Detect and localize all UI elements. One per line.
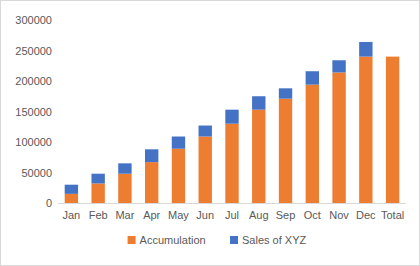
x-tick-label: Nov	[329, 209, 349, 221]
bar-segment	[145, 162, 158, 203]
y-tick-label: 250000	[15, 45, 52, 57]
bar-segment	[199, 137, 212, 203]
y-tick-label: 300000	[15, 14, 52, 26]
y-tick	[56, 111, 58, 112]
legend-swatch	[128, 236, 136, 244]
bar-segment	[306, 85, 319, 203]
bar-segment	[359, 57, 372, 203]
bar-segment	[91, 174, 104, 184]
y-tick	[56, 81, 58, 82]
bar-segment	[332, 72, 345, 203]
x-tick-label: Jan	[63, 209, 81, 221]
y-tick	[56, 203, 58, 204]
y-tick-label: 200000	[15, 75, 52, 87]
x-tick-label: May	[168, 209, 189, 221]
bar-segment	[359, 42, 372, 57]
bar-segment	[225, 110, 238, 124]
bar-segment	[172, 137, 185, 149]
x-tick-label: Jun	[196, 209, 214, 221]
y-tick-label: 100000	[15, 136, 52, 148]
y-tick-label: 50000	[21, 167, 52, 179]
bar-segment	[118, 163, 131, 173]
y-tick	[56, 172, 58, 173]
bar-segment	[225, 124, 238, 203]
legend-swatch	[230, 236, 238, 244]
bar-segment	[252, 110, 265, 203]
x-tick-label: Aug	[249, 209, 269, 221]
chart-frame	[1, 1, 420, 266]
x-tick-label: Jul	[225, 209, 239, 221]
bar-segment	[199, 126, 212, 137]
bar-segment	[279, 88, 292, 98]
bar-segment	[252, 96, 265, 109]
bar-segment	[65, 194, 78, 203]
bar-segment	[65, 185, 78, 194]
bar-segment	[172, 149, 185, 203]
legend-label: Accumulation	[140, 234, 206, 246]
y-tick	[56, 142, 58, 143]
bar-segment	[279, 99, 292, 203]
x-tick-label: Dec	[356, 209, 376, 221]
legend-label: Sales of XYZ	[242, 234, 306, 246]
x-tick-label: Feb	[89, 209, 108, 221]
bar-segment	[332, 60, 345, 72]
chart: 0 50000 100000 150000 200000 250000 300000 Jan F…	[0, 0, 420, 266]
bar-segment	[306, 71, 319, 84]
y-tick-label: 150000	[15, 106, 52, 118]
x-tick-label: Oct	[304, 209, 321, 221]
y-tick	[56, 50, 58, 51]
bar-segment	[145, 149, 158, 162]
bar-segment	[386, 57, 399, 203]
bar-segment	[91, 183, 104, 203]
x-tick-label: Mar	[115, 209, 134, 221]
x-tick-label: Total	[381, 209, 404, 221]
y-tick	[56, 20, 58, 21]
legend: Accumulation Sales of XYZ	[128, 234, 307, 246]
bar-segment	[118, 174, 131, 203]
x-tick-label: Apr	[143, 209, 160, 221]
x-tick-label: Sep	[276, 209, 296, 221]
bars	[65, 42, 400, 203]
y-tick-label: 0	[46, 197, 52, 209]
x-axis	[58, 203, 406, 204]
